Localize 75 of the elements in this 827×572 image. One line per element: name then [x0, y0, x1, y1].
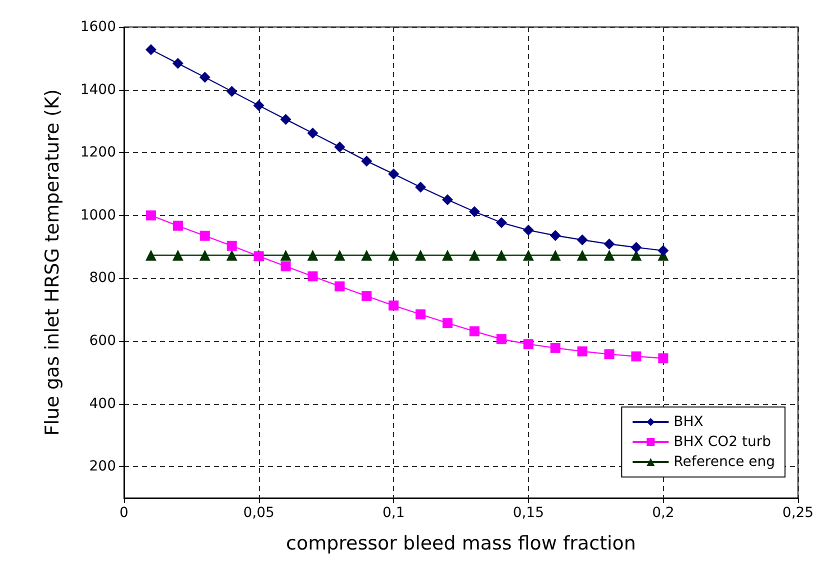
point — [496, 217, 507, 228]
point — [280, 114, 292, 125]
point — [307, 128, 318, 139]
point — [442, 250, 454, 261]
x-tick-label: 0,15 — [512, 505, 544, 521]
y-tick-label: 1200 — [80, 144, 116, 161]
point — [307, 250, 318, 261]
point — [631, 351, 642, 362]
point — [416, 309, 426, 320]
point — [172, 220, 183, 231]
point — [550, 342, 560, 353]
y-tick-label: 1400 — [80, 82, 116, 98]
point — [361, 250, 372, 261]
point — [361, 156, 372, 167]
point — [415, 182, 426, 193]
x-tick-label: 0,05 — [243, 505, 274, 521]
point — [388, 250, 400, 261]
point — [522, 250, 534, 261]
point — [280, 261, 291, 272]
point — [523, 339, 534, 350]
legend-label: BHX — [674, 414, 704, 430]
y-tick-label: 600 — [89, 333, 116, 349]
point — [522, 224, 534, 236]
point — [415, 250, 426, 261]
x-tick-label: 0,1 — [382, 505, 405, 521]
point — [334, 250, 346, 261]
point — [200, 230, 210, 241]
y-axis-title: Flue gas inlet HRSG temperature (K) — [42, 89, 64, 436]
x-axis-title: compressor bleed mass flow fraction — [286, 532, 636, 554]
point — [388, 300, 399, 311]
point — [226, 240, 237, 251]
point — [199, 72, 210, 83]
point — [496, 334, 506, 344]
point — [496, 250, 507, 261]
point — [577, 346, 588, 356]
point — [145, 44, 156, 56]
point — [145, 250, 156, 261]
y-tick-label: 800 — [89, 270, 116, 286]
x-tick-label: 0,2 — [652, 505, 674, 521]
point — [468, 206, 480, 218]
point — [604, 250, 615, 261]
point — [172, 58, 184, 69]
point — [658, 353, 668, 364]
point — [576, 250, 588, 261]
point — [604, 349, 614, 360]
x-tick-label: 0 — [120, 505, 128, 521]
point — [253, 100, 264, 111]
point — [388, 168, 400, 180]
point — [550, 230, 561, 241]
point — [442, 194, 454, 206]
point — [658, 245, 669, 256]
point — [280, 250, 292, 261]
y-tick-label: 1000 — [80, 207, 116, 224]
point — [469, 326, 480, 336]
legend-label: Reference eng — [674, 454, 776, 470]
point — [576, 234, 588, 246]
point — [334, 141, 346, 152]
y-tick-label: 1600 — [80, 19, 116, 35]
y-tick-label: 200 — [89, 458, 116, 475]
point — [199, 250, 210, 261]
point — [550, 250, 561, 261]
point — [308, 271, 318, 282]
point — [604, 238, 615, 250]
point — [226, 86, 238, 97]
point — [442, 318, 453, 328]
point — [334, 281, 345, 292]
point — [226, 250, 238, 261]
point — [172, 250, 184, 261]
y-tick-label: 400 — [89, 396, 116, 412]
point — [146, 210, 156, 220]
legend-label: BHX CO2 turb — [674, 434, 772, 450]
point — [468, 250, 480, 261]
point — [630, 242, 642, 253]
x-tick-label: 0,25 — [782, 505, 814, 521]
point — [362, 291, 372, 302]
